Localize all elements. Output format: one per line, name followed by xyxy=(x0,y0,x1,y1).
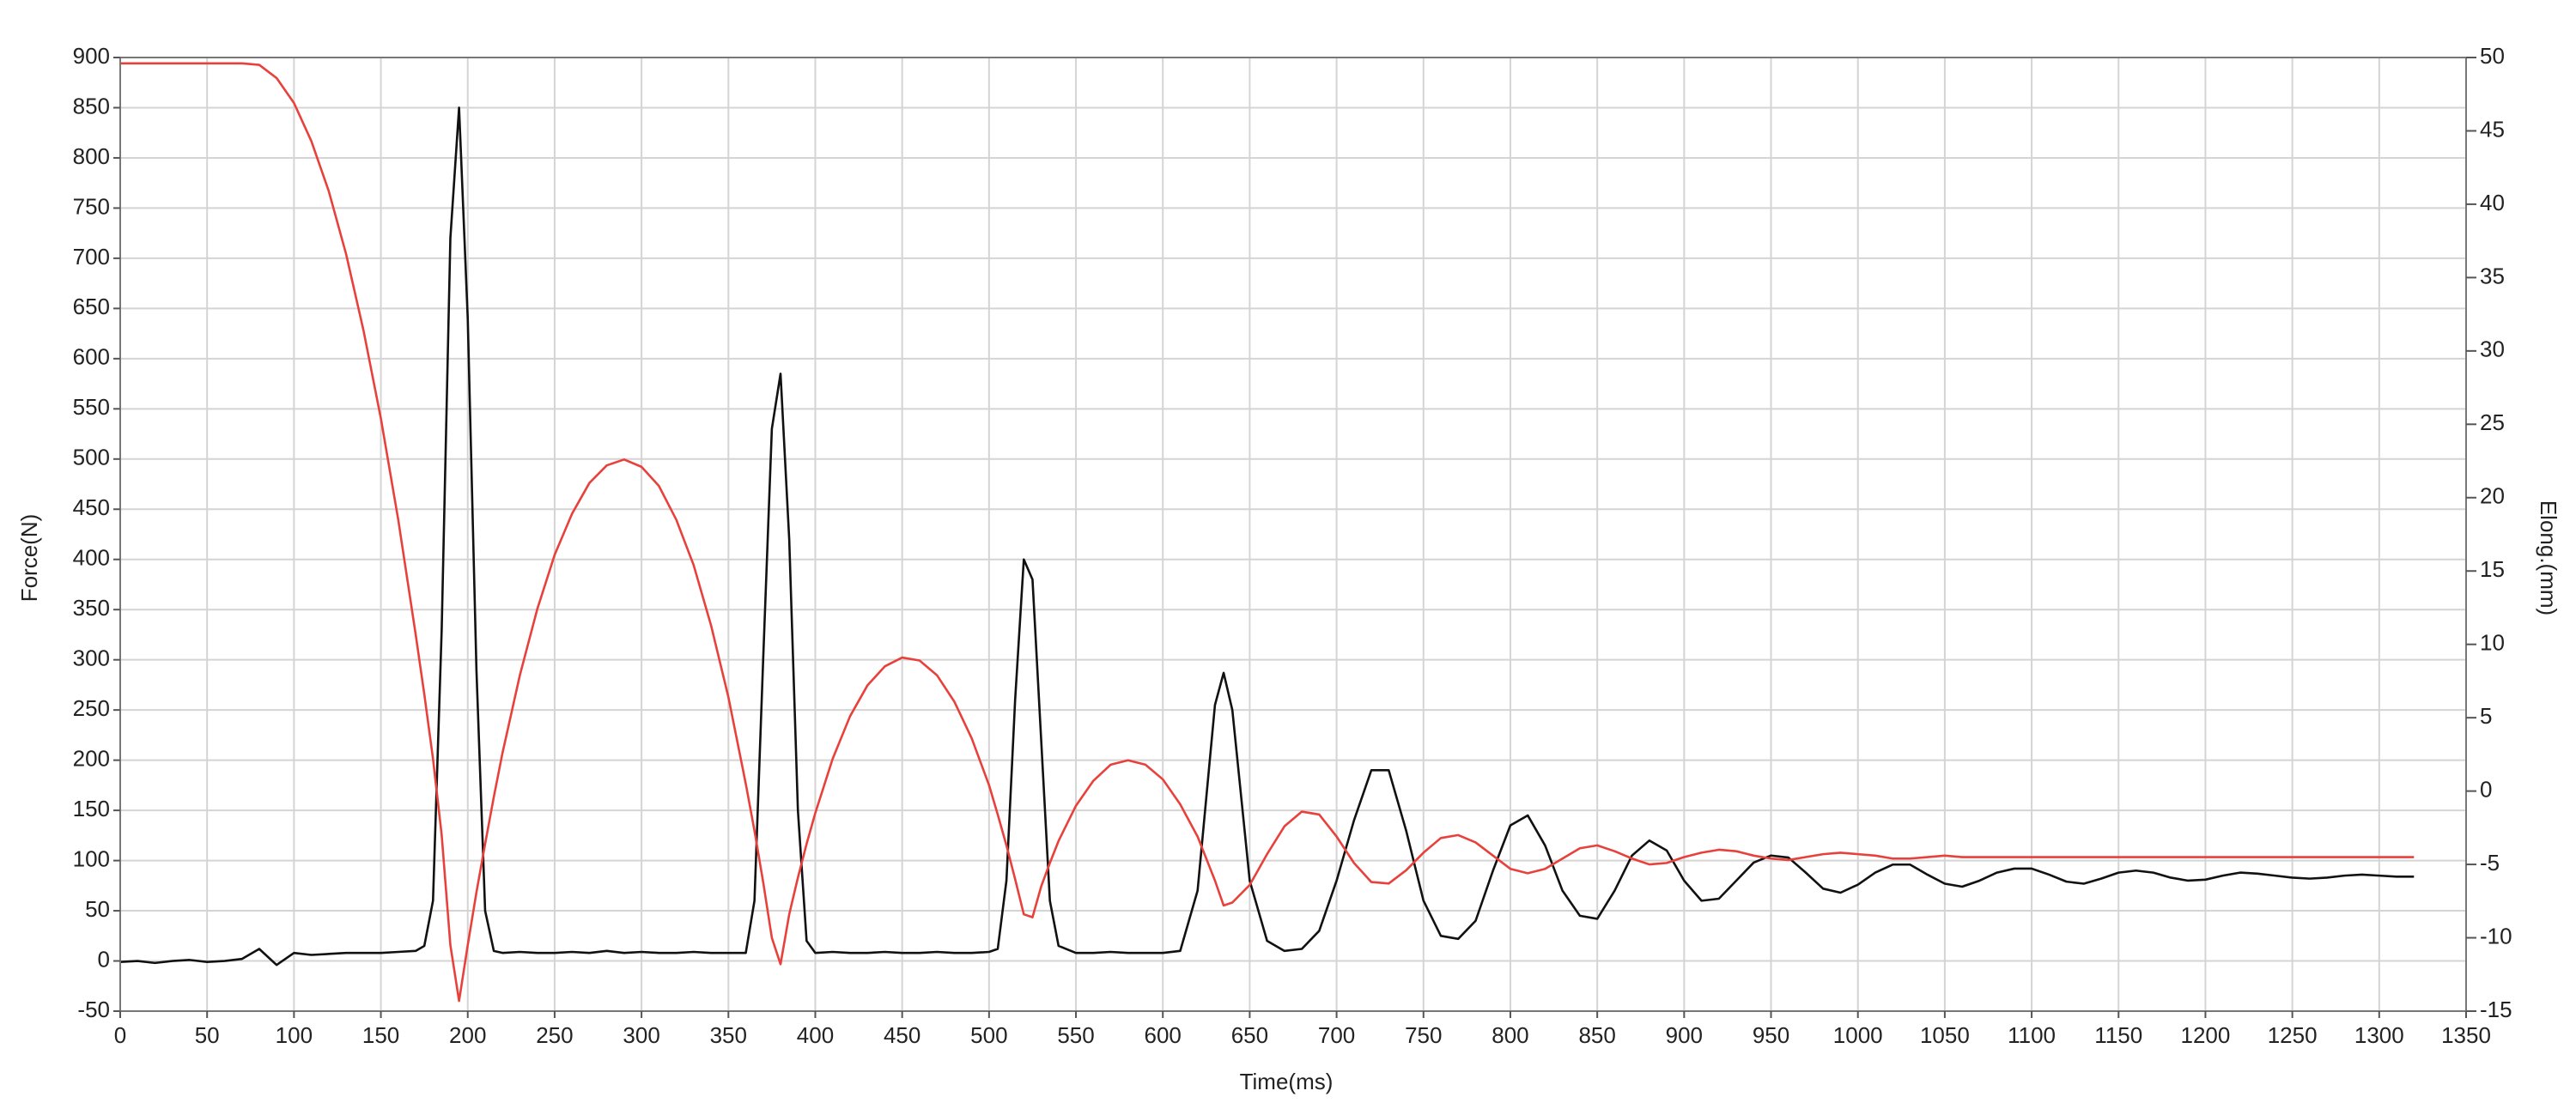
x-tick-label: 250 xyxy=(536,1022,573,1048)
x-tick-label: 1250 xyxy=(2268,1022,2318,1048)
y2-tick-label: 25 xyxy=(2480,409,2505,435)
y2-tick-label: -15 xyxy=(2480,997,2512,1022)
y-tick-label: 650 xyxy=(73,294,110,319)
series-line xyxy=(120,62,2415,1003)
x-tick-label: 1200 xyxy=(2181,1022,2231,1048)
y2-tick-label: 10 xyxy=(2480,630,2505,656)
x-tick-label: 850 xyxy=(1578,1022,1615,1048)
x-tick-label: 500 xyxy=(970,1022,1007,1048)
x-tick-label: 450 xyxy=(884,1022,920,1048)
x-tick-label: 150 xyxy=(362,1022,399,1048)
y2-tick-label: 40 xyxy=(2480,190,2505,215)
y-tick-label: 250 xyxy=(73,695,110,721)
y-tick-label: 550 xyxy=(73,394,110,420)
x-tick-label: 400 xyxy=(797,1022,834,1048)
x-tick-label: 100 xyxy=(276,1022,313,1048)
y2-tick-label: 20 xyxy=(2480,483,2505,509)
x-tick-label: 200 xyxy=(449,1022,486,1048)
x-tick-label: 950 xyxy=(1753,1022,1789,1048)
y-tick-label: 0 xyxy=(98,946,110,972)
x-tick-label: 900 xyxy=(1666,1022,1703,1048)
x-tick-label: 650 xyxy=(1231,1022,1268,1048)
x-tick-label: 1050 xyxy=(1920,1022,1970,1048)
x-tick-label: 800 xyxy=(1492,1022,1528,1048)
y-tick-label: 450 xyxy=(73,494,110,520)
y2-tick-label: 0 xyxy=(2480,776,2492,802)
y-tick-label: 500 xyxy=(73,445,110,470)
x-tick-label: 550 xyxy=(1057,1022,1094,1048)
y2-tick-label: 5 xyxy=(2480,703,2492,729)
x-tick-label: 1150 xyxy=(2094,1022,2142,1048)
y-tick-label: 600 xyxy=(73,344,110,370)
y-tick-label: 800 xyxy=(73,143,110,169)
y-tick-label: 750 xyxy=(73,193,110,219)
y-tick-label: 50 xyxy=(85,896,110,922)
y-tick-label: 900 xyxy=(73,43,110,69)
x-tick-label: 1350 xyxy=(2441,1022,2491,1048)
y2-tick-label: 50 xyxy=(2480,43,2505,69)
y-tick-label: 700 xyxy=(73,244,110,270)
y-tick-label: 400 xyxy=(73,545,110,571)
y2-tick-label: 15 xyxy=(2480,556,2505,582)
series-line xyxy=(119,106,2415,967)
series xyxy=(119,62,2415,1003)
axes: 0 50 100 150 200 250 300 350 400 450 500 550 600 650 7… xyxy=(73,43,2512,1048)
x-tick-label: 1300 xyxy=(2354,1022,2404,1048)
plot-frame xyxy=(119,57,2467,1012)
y2-tick-label: -5 xyxy=(2480,850,2500,876)
y-tick-label: 300 xyxy=(73,645,110,671)
x-axis-label: Time(ms) xyxy=(1240,1069,1334,1094)
y-tick-label: 350 xyxy=(73,595,110,621)
y2-tick-label: 30 xyxy=(2480,336,2505,362)
x-tick-label: 600 xyxy=(1145,1022,1182,1048)
y2-axis-label: Elong.(mm) xyxy=(2536,500,2561,615)
x-tick-label: 350 xyxy=(710,1022,747,1048)
y-tick-label: 200 xyxy=(73,746,110,772)
y2-tick-label: 35 xyxy=(2480,263,2505,288)
x-tick-label: 750 xyxy=(1405,1022,1442,1048)
y-axis-label: Force(N) xyxy=(16,514,42,603)
x-tick-label: 50 xyxy=(195,1022,220,1048)
x-tick-label: 700 xyxy=(1318,1022,1355,1048)
y2-tick-label: -10 xyxy=(2480,923,2512,948)
x-tick-label: 300 xyxy=(623,1022,659,1048)
x-tick-label: 0 xyxy=(114,1022,126,1048)
x-tick-label: 1000 xyxy=(1833,1022,1883,1048)
y-tick-label: -50 xyxy=(77,997,110,1022)
y-tick-label: 150 xyxy=(73,796,110,821)
y-tick-label: 100 xyxy=(73,845,110,871)
y2-tick-label: 45 xyxy=(2480,116,2505,142)
y-tick-label: 850 xyxy=(73,93,110,118)
x-tick-label: 1100 xyxy=(2008,1022,2056,1048)
